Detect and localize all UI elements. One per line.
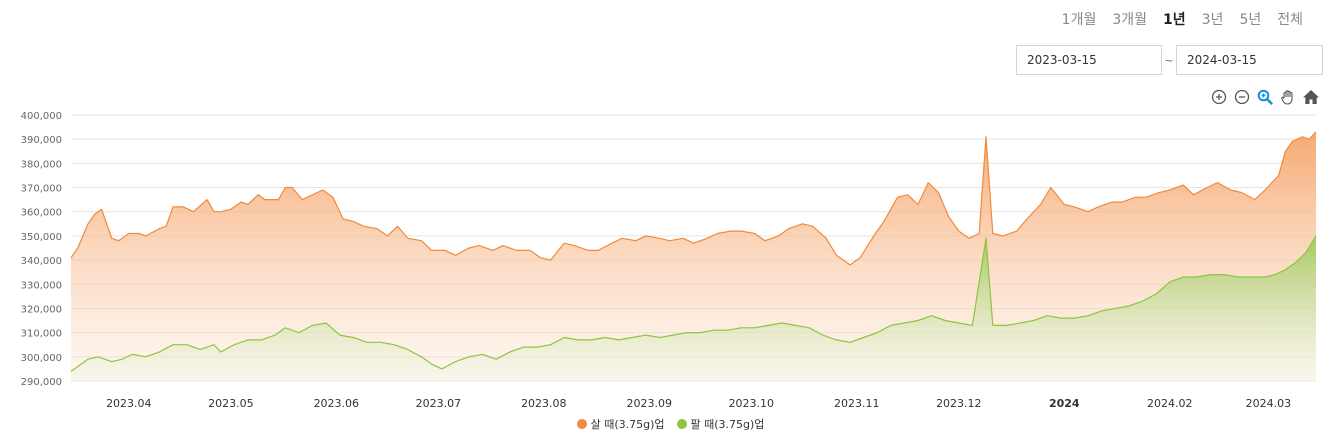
x-tick-label: 2023.07 [416, 397, 462, 410]
tab-1-year[interactable]: 1년 [1163, 12, 1186, 28]
tab-5-years[interactable]: 5년 [1239, 12, 1262, 28]
buy-series-area [71, 131, 1316, 381]
legend-buy-dot [576, 419, 587, 429]
home-icon[interactable] [1301, 87, 1321, 107]
range-separator: ~ [1164, 53, 1174, 67]
y-tick-label: 300,000 [21, 353, 62, 364]
tab-3-months[interactable]: 3개월 [1112, 12, 1148, 28]
legend-buy[interactable]: 살 때(3.75g)업 [576, 416, 665, 432]
x-tick-label: 2024.03 [1246, 397, 1292, 410]
legend-sell-dot [676, 419, 687, 429]
y-tick-label: 340,000 [21, 256, 62, 267]
sell-series-area [71, 235, 1316, 381]
zoom-in-icon[interactable] [1209, 87, 1229, 107]
x-tick-label: 2023.04 [106, 397, 152, 410]
chart-legend: 살 때(3.75g)업 팔 때(3.75g)업 [0, 416, 1341, 432]
sell-series-line[interactable] [70, 235, 1317, 372]
y-tick-label: 390,000 [21, 135, 62, 146]
start-date-input[interactable] [1016, 45, 1162, 75]
y-tick-label: 320,000 [21, 304, 62, 315]
y-tick-label: 360,000 [21, 208, 62, 219]
zoom-out-icon[interactable] [1232, 87, 1252, 107]
period-tabs: 1개월 3개월 1년 3년 5년 전체 [1054, 10, 1311, 30]
tab-1-month[interactable]: 1개월 [1061, 12, 1097, 28]
series-layer [70, 131, 1317, 381]
price-chart: 290,000 300,000 310,000 320,000 330,000 340,0… [21, 111, 1317, 410]
tab-all[interactable]: 전체 [1277, 12, 1303, 28]
y-tick-label: 370,000 [21, 184, 62, 195]
magnify-icon[interactable] [1255, 87, 1275, 107]
pan-hand-icon[interactable] [1278, 87, 1298, 107]
legend-sell[interactable]: 팔 때(3.75g)업 [676, 416, 765, 432]
legend-buy-label: 살 때(3.75g)업 [590, 418, 665, 431]
x-tick-label: 2024.02 [1147, 397, 1193, 410]
x-tick-label: 2023.08 [521, 397, 567, 410]
y-tick-label: 380,000 [21, 159, 62, 170]
y-tick-label: 330,000 [21, 280, 62, 291]
x-tick-label: 2023.11 [834, 397, 880, 410]
tab-3-years[interactable]: 3년 [1201, 12, 1224, 28]
end-date-input[interactable] [1176, 45, 1323, 75]
y-tick-label: 350,000 [21, 232, 62, 243]
date-range: ~ [1016, 45, 1323, 75]
x-tick-label: 2024 [1049, 397, 1080, 410]
buy-series-line[interactable] [70, 131, 1317, 266]
x-tick-label: 2023.10 [729, 397, 775, 410]
x-axis: 2023.04 2023.05 2023.06 2023.07 2023.08 2023.… [106, 397, 1291, 410]
x-tick-label: 2023.09 [627, 397, 673, 410]
x-tick-label: 2023.12 [936, 397, 982, 410]
chart-toolbar [1209, 87, 1321, 107]
x-tick-label: 2023.05 [208, 397, 254, 410]
y-tick-label: 290,000 [21, 377, 62, 388]
legend-sell-label: 팔 때(3.75g)업 [690, 418, 765, 431]
y-axis: 290,000 300,000 310,000 320,000 330,000 340,0… [21, 111, 62, 388]
y-tick-label: 310,000 [21, 329, 62, 340]
x-tick-label: 2023.06 [314, 397, 360, 410]
y-tick-label: 400,000 [21, 111, 62, 122]
